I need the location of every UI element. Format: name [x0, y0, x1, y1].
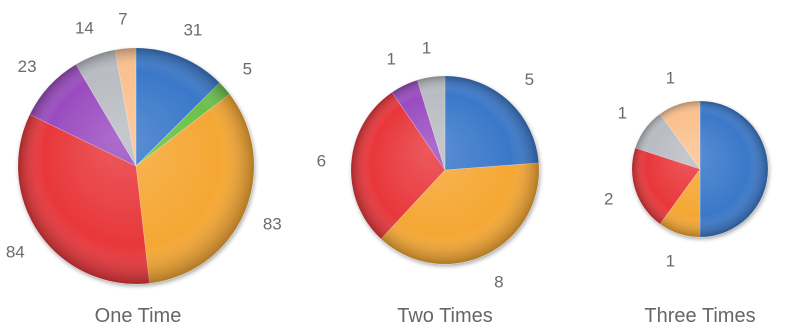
slice-value-label: 14: [75, 18, 94, 37]
slice-value-label: 6: [317, 152, 326, 171]
slice-value-label: 1: [666, 69, 675, 88]
pie-three-times: 51211: [604, 69, 792, 271]
slice-value-label: 84: [6, 243, 25, 262]
slice-value-label: 23: [18, 57, 37, 76]
pie-two-times: 5 8 6 1 1: [317, 38, 540, 292]
slice-value-label: 1: [422, 38, 431, 57]
slice-value-label: 1: [386, 49, 395, 68]
caption-one-time: One Time: [95, 305, 182, 327]
pie-slices: [17, 47, 255, 285]
slice-value-label: 83: [263, 215, 282, 234]
pie-slice: [699, 100, 769, 238]
slice-value-label: 1: [666, 251, 675, 270]
slice-value-label: 1: [618, 104, 627, 123]
slice-value-label: 31: [183, 20, 202, 39]
pie-slices: [631, 100, 769, 238]
slice-value-label: 5: [243, 60, 252, 79]
pie-one-time: 31 5 83 84 23 14 7: [6, 10, 282, 285]
slice-value-label: 8: [494, 273, 503, 292]
caption-two-times: Two Times: [397, 305, 493, 327]
slice-value-label: 2: [604, 190, 613, 209]
caption-three-times: Three Times: [644, 305, 755, 327]
pie-slices: [350, 75, 540, 265]
slice-value-label: 5: [525, 70, 534, 89]
pie-slice: [444, 75, 540, 171]
slice-value-label: 7: [118, 10, 127, 29]
